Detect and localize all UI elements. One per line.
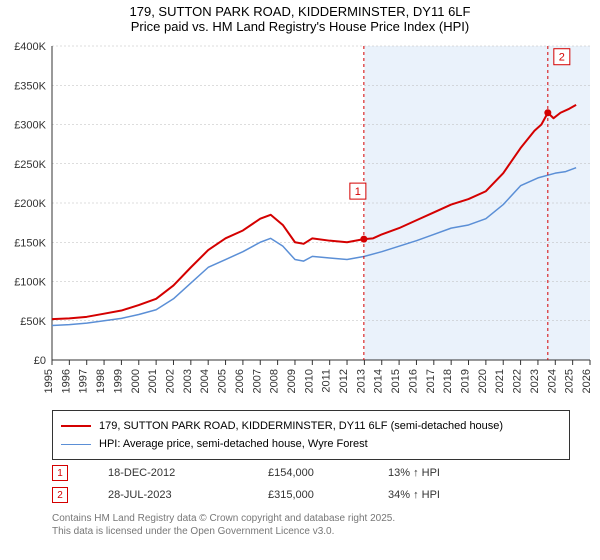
legend: 179, SUTTON PARK ROAD, KIDDERMINSTER, DY… xyxy=(52,410,570,460)
x-tick-label: 1997 xyxy=(78,369,90,393)
x-tick-label: 2010 xyxy=(303,369,315,393)
x-tick-label: 2022 xyxy=(512,369,524,393)
annotation-label-text: 1 xyxy=(355,186,361,198)
legend-row: HPI: Average price, semi-detached house,… xyxy=(61,435,561,453)
chart-svg: £0 £50K £100K £150K £200K £250K £300K £350K £400… xyxy=(0,40,600,400)
legend-row: 179, SUTTON PARK ROAD, KIDDERMINSTER, DY… xyxy=(61,417,561,435)
x-tick-label: 1998 xyxy=(95,369,107,393)
y-tick-label: £100K xyxy=(14,277,46,289)
x-tick-label: 2019 xyxy=(460,369,472,393)
x-tick-label: 2011 xyxy=(321,369,333,393)
y-tick-label: £250K xyxy=(14,159,46,171)
annotation-row: 1 18-DEC-2012 £154,000 13% ↑ HPI xyxy=(52,462,508,484)
annotation-hpi: 13% ↑ HPI xyxy=(388,467,508,479)
title-block: 179, SUTTON PARK ROAD, KIDDERMINSTER, DY… xyxy=(0,0,600,34)
annotation-dot xyxy=(360,236,367,243)
x-tick-label: 2001 xyxy=(147,369,159,393)
x-tick-label: 2002 xyxy=(164,369,176,393)
annotation-date: 28-JUL-2023 xyxy=(108,489,268,501)
x-tick-label: 2023 xyxy=(529,369,541,393)
x-tick-label: 2026 xyxy=(581,369,593,393)
x-tick-label: 1996 xyxy=(60,369,72,393)
x-tick-label: 2018 xyxy=(442,369,454,393)
x-tick-label: 2005 xyxy=(217,369,229,393)
x-tick-label: 2003 xyxy=(182,369,194,393)
attribution-line-2: This data is licensed under the Open Gov… xyxy=(52,525,395,538)
annotation-price: £315,000 xyxy=(268,489,388,501)
legend-label-2: HPI: Average price, semi-detached house,… xyxy=(99,438,368,450)
y-tick-label: £150K xyxy=(14,237,46,249)
x-tick-label: 2004 xyxy=(199,369,211,393)
x-tick-label: 2012 xyxy=(338,369,350,393)
attribution-line-1: Contains HM Land Registry data © Crown c… xyxy=(52,512,395,525)
x-tick-label: 2015 xyxy=(390,369,402,393)
x-tick-label: 2021 xyxy=(494,369,506,393)
legend-label-1: 179, SUTTON PARK ROAD, KIDDERMINSTER, DY… xyxy=(99,420,503,432)
legend-swatch-2 xyxy=(61,444,91,445)
x-tick-label: 2008 xyxy=(269,369,281,393)
x-tick-label: 2000 xyxy=(130,369,142,393)
x-tick-label: 2013 xyxy=(355,369,367,393)
y-tick-label: £300K xyxy=(14,120,46,132)
y-tick-label: £350K xyxy=(14,80,46,92)
annotation-date: 18-DEC-2012 xyxy=(108,467,268,479)
annotation-price: £154,000 xyxy=(268,467,388,479)
annotation-dot xyxy=(544,109,551,116)
x-tick-label: 2025 xyxy=(564,369,576,393)
y-tick-label: £50K xyxy=(20,316,46,328)
x-tick-label: 1999 xyxy=(112,369,124,393)
x-tick-label: 2020 xyxy=(477,369,489,393)
attribution: Contains HM Land Registry data © Crown c… xyxy=(52,512,395,538)
title-line-2: Price paid vs. HM Land Registry's House … xyxy=(0,19,600,34)
y-tick-label: £400K xyxy=(14,41,46,53)
x-tick-label: 1995 xyxy=(43,369,55,393)
x-tick-label: 2017 xyxy=(425,369,437,393)
x-tick-label: 2006 xyxy=(234,369,246,393)
title-line-1: 179, SUTTON PARK ROAD, KIDDERMINSTER, DY… xyxy=(0,4,600,19)
annotation-marker-2: 2 xyxy=(52,487,68,503)
x-tick-label: 2009 xyxy=(286,369,298,393)
chart-area: £0 £50K £100K £150K £200K £250K £300K £350K £400… xyxy=(0,40,600,400)
x-tick-label: 2014 xyxy=(373,369,385,393)
figure-container: 179, SUTTON PARK ROAD, KIDDERMINSTER, DY… xyxy=(0,0,600,560)
annotation-row: 2 28-JUL-2023 £315,000 34% ↑ HPI xyxy=(52,484,508,506)
legend-swatch-1 xyxy=(61,425,91,427)
annotation-table: 1 18-DEC-2012 £154,000 13% ↑ HPI 2 28-JU… xyxy=(52,462,508,506)
y-tick-label: £0 xyxy=(34,355,46,367)
y-tick-label: £200K xyxy=(14,198,46,210)
x-tick-label: 2007 xyxy=(251,369,263,393)
x-tick-label: 2024 xyxy=(546,369,558,393)
annotation-marker-1: 1 xyxy=(52,465,68,481)
annotation-label-text: 2 xyxy=(559,52,565,64)
x-tick-label: 2016 xyxy=(407,369,419,393)
annotation-hpi: 34% ↑ HPI xyxy=(388,489,508,501)
